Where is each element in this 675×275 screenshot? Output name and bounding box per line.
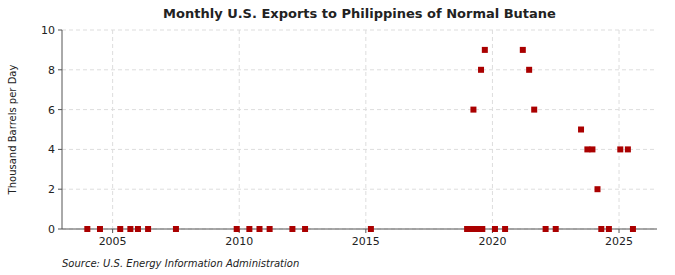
point — [145, 226, 151, 232]
point — [127, 226, 133, 232]
y-tick — [58, 189, 62, 190]
point — [117, 226, 123, 232]
point — [531, 107, 537, 113]
point — [97, 226, 103, 232]
grid-line-x — [619, 30, 620, 229]
point — [173, 226, 179, 232]
grid-line-y — [62, 109, 657, 110]
point — [520, 47, 526, 53]
source-note: Source: U.S. Energy Information Administ… — [62, 258, 299, 269]
point — [479, 226, 485, 232]
title: Monthly U.S. Exports to Philippines of N… — [163, 6, 556, 21]
point — [617, 146, 623, 152]
y-tick-label: 0 — [48, 223, 55, 236]
point — [598, 226, 604, 232]
point — [234, 226, 240, 232]
point — [84, 226, 90, 232]
y-tick-label: 8 — [48, 64, 55, 77]
point — [526, 67, 532, 73]
point — [543, 226, 549, 232]
grid-line-y — [62, 149, 657, 150]
grid-line-y — [62, 189, 657, 190]
x-tick-label: 2025 — [605, 235, 633, 248]
x-tick — [365, 229, 366, 233]
point — [482, 47, 488, 53]
y-tick-label: 6 — [48, 104, 55, 117]
y-tick-label: 2 — [48, 183, 55, 196]
y-tick — [58, 109, 62, 110]
grid-line-x — [239, 30, 240, 229]
y-tick — [58, 30, 62, 31]
point — [368, 226, 374, 232]
grid-line-x — [365, 30, 366, 229]
y-tick — [58, 69, 62, 70]
point — [135, 226, 141, 232]
y-tick-label: 10 — [41, 24, 55, 37]
grid-line-x — [112, 30, 113, 229]
point — [630, 226, 636, 232]
point — [606, 226, 612, 232]
point — [492, 226, 498, 232]
x-tick-label: 2010 — [225, 235, 253, 248]
point — [256, 226, 262, 232]
chart-svg: 2005 2010 2015 2020 2025 0 2 4 6 8 10 Monthly U.S. … — [0, 0, 675, 275]
point — [553, 226, 559, 232]
y-tick — [58, 149, 62, 150]
x-tick-label: 2015 — [352, 235, 380, 248]
point — [478, 67, 484, 73]
y-tick — [58, 229, 62, 230]
point — [302, 226, 308, 232]
axes: 2005 2010 2015 2020 2025 0 2 4 6 8 10 — [41, 24, 657, 248]
point — [595, 186, 601, 192]
chart-container: 2005 2010 2015 2020 2025 0 2 4 6 8 10 Monthly U.S. … — [0, 0, 675, 275]
points — [84, 47, 636, 232]
x-tick — [619, 229, 620, 233]
grid-line-x — [492, 30, 493, 229]
y-tick-label: 4 — [48, 143, 55, 156]
grid — [62, 30, 657, 229]
point — [625, 146, 631, 152]
grid-line-y — [62, 30, 657, 31]
point — [502, 226, 508, 232]
point — [267, 226, 273, 232]
y-axis-label: Thousand Barrels per Day — [7, 65, 18, 196]
grid-line-y — [62, 69, 657, 70]
point — [470, 107, 476, 113]
x-tick-label: 2020 — [478, 235, 506, 248]
x-axis-line — [62, 229, 657, 230]
point — [578, 127, 584, 133]
x-tick — [112, 229, 113, 233]
point — [246, 226, 252, 232]
y-axis-line — [62, 30, 63, 229]
x-tick-label: 2005 — [99, 235, 127, 248]
point — [589, 146, 595, 152]
grid-line-y — [62, 229, 657, 230]
point — [289, 226, 295, 232]
